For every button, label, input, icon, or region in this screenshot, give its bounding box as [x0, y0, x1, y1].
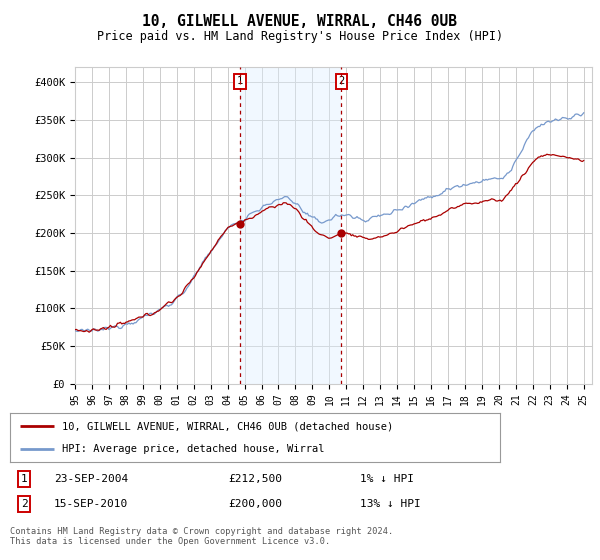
Text: £212,500: £212,500 — [228, 474, 282, 484]
Text: 1% ↓ HPI: 1% ↓ HPI — [360, 474, 414, 484]
Text: 2: 2 — [338, 76, 344, 86]
Text: 10, GILWELL AVENUE, WIRRAL, CH46 0UB (detached house): 10, GILWELL AVENUE, WIRRAL, CH46 0UB (de… — [62, 421, 393, 431]
Text: 1: 1 — [20, 474, 28, 484]
Text: £200,000: £200,000 — [228, 499, 282, 509]
Text: 1: 1 — [237, 76, 243, 86]
Bar — [240, 67, 341, 384]
Text: 23-SEP-2004: 23-SEP-2004 — [54, 474, 128, 484]
Text: Price paid vs. HM Land Registry's House Price Index (HPI): Price paid vs. HM Land Registry's House … — [97, 30, 503, 44]
Text: Contains HM Land Registry data © Crown copyright and database right 2024.
This d: Contains HM Land Registry data © Crown c… — [10, 527, 394, 546]
Text: 15-SEP-2010: 15-SEP-2010 — [54, 499, 128, 509]
Text: 13% ↓ HPI: 13% ↓ HPI — [360, 499, 421, 509]
Text: 2: 2 — [20, 499, 28, 509]
Text: HPI: Average price, detached house, Wirral: HPI: Average price, detached house, Wirr… — [62, 444, 324, 454]
Text: 10, GILWELL AVENUE, WIRRAL, CH46 0UB: 10, GILWELL AVENUE, WIRRAL, CH46 0UB — [143, 14, 458, 29]
